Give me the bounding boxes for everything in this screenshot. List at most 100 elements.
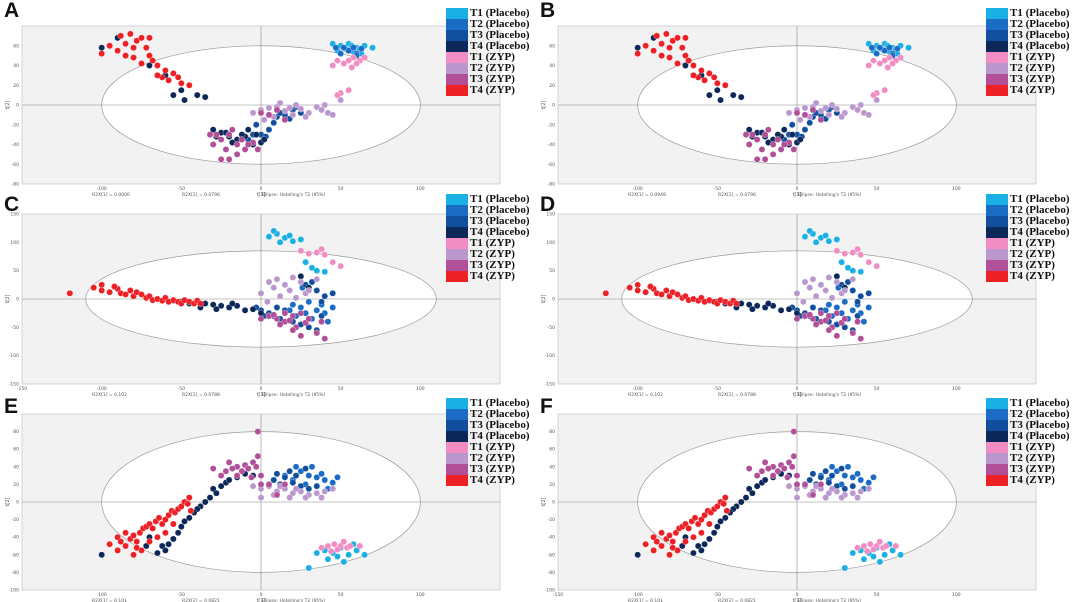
data-point — [257, 472, 265, 479]
data-point — [138, 60, 145, 67]
data-point — [774, 136, 782, 143]
data-point — [870, 553, 877, 560]
data-point — [806, 284, 813, 291]
data-point — [809, 304, 817, 311]
y-tick-label: 80 — [13, 429, 19, 435]
data-point — [868, 44, 876, 51]
data-point — [806, 227, 813, 235]
data-point — [318, 470, 325, 478]
data-point — [98, 44, 105, 51]
legend-item: T4 (Placebo) — [446, 41, 536, 52]
data-point — [297, 247, 305, 255]
y-tick-label: -50 — [548, 325, 555, 331]
data-point — [833, 105, 841, 113]
data-point — [321, 251, 328, 259]
data-point — [685, 525, 692, 532]
legend-item: T1 (ZYP) — [446, 442, 536, 453]
legend-swatch — [986, 453, 1008, 464]
data-point — [828, 472, 836, 479]
data-point — [321, 488, 328, 495]
data-point — [276, 239, 284, 246]
data-point — [881, 57, 888, 64]
data-point — [701, 540, 708, 548]
data-point — [682, 52, 689, 59]
legend-item: T2 (Placebo) — [986, 205, 1072, 216]
data-point — [346, 542, 354, 550]
data-point — [337, 262, 344, 270]
data-point — [229, 300, 236, 307]
legend-item: T4 (ZYP) — [986, 475, 1072, 486]
data-point — [801, 278, 809, 286]
legend-item: T4 (ZYP) — [446, 271, 536, 282]
data-point — [833, 247, 841, 255]
data-point — [340, 538, 348, 545]
data-point — [334, 474, 341, 481]
data-point — [854, 106, 861, 114]
data-point — [313, 474, 321, 481]
data-point — [201, 93, 209, 101]
legend-swatch — [986, 409, 1008, 420]
data-point — [679, 542, 686, 550]
legend-item: T3 (Placebo) — [446, 30, 536, 41]
y-tick-label: 0 — [16, 297, 19, 303]
legend-label: T3 (Placebo) — [1010, 29, 1070, 41]
data-point — [233, 151, 241, 158]
data-point — [353, 60, 360, 67]
data-point — [334, 553, 341, 560]
data-point — [602, 290, 610, 297]
data-point — [894, 45, 901, 52]
legend-item: T1 (Placebo) — [446, 398, 536, 409]
legend-label: T1 (ZYP) — [470, 441, 515, 453]
data-point — [825, 312, 833, 320]
data-point — [698, 67, 705, 74]
data-point — [264, 298, 271, 306]
legend-label: T2 (Placebo) — [470, 18, 530, 30]
y-tick-label: 60 — [549, 447, 555, 453]
data-point — [854, 494, 861, 501]
legend-swatch — [986, 30, 1008, 41]
legend-swatch — [446, 74, 468, 85]
data-point — [857, 476, 864, 484]
legend-item: T3 (Placebo) — [446, 420, 536, 431]
data-point — [833, 278, 841, 286]
data-point — [753, 482, 761, 490]
y-tick-label: -80 — [12, 182, 19, 188]
data-point — [249, 109, 257, 117]
x-tick-label: 50 — [874, 592, 880, 598]
data-point — [825, 111, 833, 119]
data-point — [674, 291, 681, 298]
data-point — [876, 44, 884, 51]
data-point — [117, 538, 125, 545]
y-tick-label: 20 — [549, 482, 555, 488]
data-point — [809, 275, 817, 283]
data-point — [889, 547, 896, 554]
x-tick-label: 0 — [796, 592, 799, 598]
data-point — [146, 52, 153, 59]
data-point — [297, 105, 305, 113]
data-point — [790, 146, 798, 153]
legend-item: T4 (Placebo) — [446, 431, 536, 442]
x-tick-label: -50 — [178, 186, 185, 192]
data-point — [302, 113, 309, 121]
panel-letter: A — [4, 0, 20, 22]
scatter-plot-d: -100 -50 0 50 100 150 100 50 0 -50 -100 -150 t[1] t[2… — [541, 212, 1037, 398]
data-point — [313, 489, 321, 497]
data-point — [806, 119, 813, 127]
data-point — [209, 141, 217, 148]
legend-label: T1 (Placebo) — [470, 397, 530, 409]
scatter-plot-c: -150 -100 -50 0 50 100 150 100 50 0 -50 -100 -150 t[1… — [5, 212, 501, 398]
data-point — [828, 485, 836, 493]
y-tick-label: 20 — [13, 482, 19, 488]
data-point — [720, 500, 727, 508]
data-point — [252, 121, 260, 129]
legend-swatch — [446, 238, 468, 249]
data-point — [682, 34, 689, 42]
data-point — [305, 298, 313, 306]
data-point — [265, 233, 273, 240]
data-point — [753, 136, 761, 143]
x-tick-label: -50 — [714, 386, 721, 392]
data-point — [158, 542, 166, 550]
data-point — [860, 555, 868, 563]
data-point — [873, 50, 880, 57]
footer-stat: R2X[1] = 0.101 — [92, 598, 127, 602]
